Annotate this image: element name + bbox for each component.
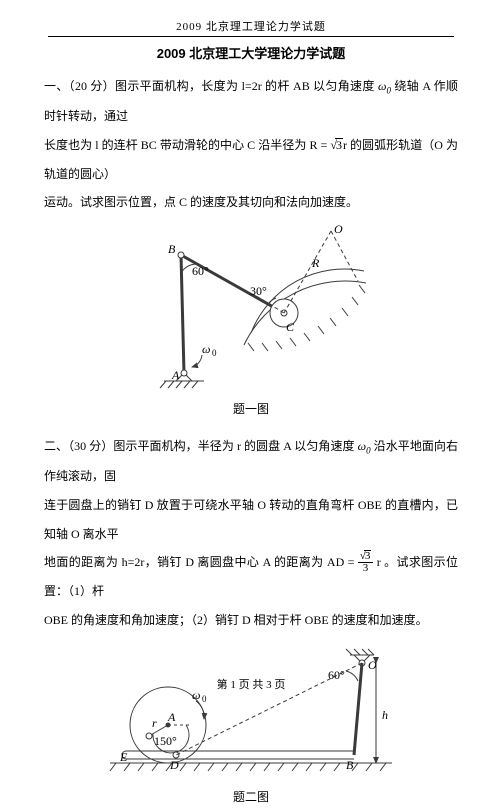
q2-t4: 地面的距离为 <box>44 555 122 569</box>
svg-text:30°: 30° <box>250 284 267 298</box>
q1-R-lhs: R = <box>309 138 330 152</box>
q2-h: h=2r <box>122 555 145 569</box>
q1-sqrt-val: 3 <box>335 138 343 151</box>
q2-AD-lhs: AD = <box>327 555 358 569</box>
question-1: 一、（20 分）图示平面机构，长度为 l=2r 的杆 AB 以匀角速度 ω0 绕… <box>44 72 458 217</box>
footer-prefix: 第 <box>217 679 231 691</box>
svg-text:h: h <box>382 708 388 722</box>
svg-text:150°: 150° <box>154 734 177 748</box>
page-title: 2009 北京理工大学理论力学试题 <box>0 43 502 62</box>
svg-text:E: E <box>119 750 128 764</box>
q1-t6: 运动。试求图示位置，点 C 的速度及其切向和法向加速度。 <box>44 195 358 209</box>
q1-t2: 的杆 AB 以匀角速度 <box>262 79 378 93</box>
svg-text:B: B <box>346 758 354 772</box>
footer-mid: 页 共 <box>236 679 266 691</box>
q1-omega: ω <box>378 79 386 93</box>
footer-suffix: 页 <box>272 679 286 691</box>
content-area: 一、（20 分）图示平面机构，长度为 l=2r 的杆 AB 以匀角速度 ω0 绕… <box>0 72 502 812</box>
running-header: 2009 北京理工理论力学试题 <box>0 0 502 34</box>
svg-text:ω: ω <box>202 342 210 356</box>
svg-text:0: 0 <box>212 348 217 358</box>
q1-t4: 长度也为 l 的连杆 BC 带动滑轮的中心 C 沿半径为 <box>44 138 309 152</box>
q2-t3: 连于圆盘上的销钉 D 放置于可绕水平轴 O 转动的直角弯杆 OBE 的直槽内，已… <box>44 498 458 541</box>
q1-sqrt: √3 <box>330 138 343 151</box>
question-2: 二、（30 分）图示平面机构，半径为 r 的圆盘 A 以匀角速度 ω0 沿水平地… <box>44 432 458 635</box>
figure-2: A r 150° D E B O 60° h ω 0 <box>106 641 396 781</box>
svg-text:0: 0 <box>202 694 207 704</box>
q2-omega: ω <box>358 439 366 453</box>
running-title: 2009 北京理工理论力学试题 <box>176 21 326 33</box>
svg-text:C: C <box>286 320 295 334</box>
svg-text:A: A <box>167 710 176 724</box>
svg-text:60°: 60° <box>192 264 209 278</box>
q2-t5: ，销钉 D 离圆盘中心 A 的距离为 <box>144 555 327 569</box>
q2-label: 二、（30 分） <box>44 439 113 453</box>
q2-t1: 图示平面机构，半径为 r 的圆盘 A 以匀角速度 <box>113 439 357 453</box>
page-footer: 第 1 页 共 3 页 <box>0 676 502 692</box>
svg-text:O: O <box>368 658 377 672</box>
svg-text:D: D <box>169 758 179 772</box>
svg-text:R: R <box>311 256 320 270</box>
figure-1: A B C O 60° 30° R ω 0 <box>136 223 366 393</box>
svg-text:B: B <box>168 242 176 256</box>
figure-1-caption: 题一图 <box>44 395 458 424</box>
q2-AD-den: 3 <box>358 562 374 574</box>
q2-t7: OBE 的角速度和角加速度；（2）销钉 D 相对于杆 OBE 的速度和加速度。 <box>44 613 428 627</box>
q1-label: 一、（20 分） <box>44 79 115 93</box>
q1-t1: 图示平面机构，长度为 <box>115 79 242 93</box>
q2-AD-sqrt: 3 <box>364 550 372 562</box>
q1-lenAB: l=2r <box>242 79 262 93</box>
svg-text:O: O <box>334 223 343 236</box>
figure-2-caption: 题二图 <box>44 783 458 812</box>
header-rule <box>48 36 454 37</box>
svg-text:r: r <box>152 716 157 730</box>
svg-text:A: A <box>171 368 180 382</box>
q2-AD-rhs: r <box>373 555 380 569</box>
q2-AD-frac: √33 <box>358 550 374 574</box>
